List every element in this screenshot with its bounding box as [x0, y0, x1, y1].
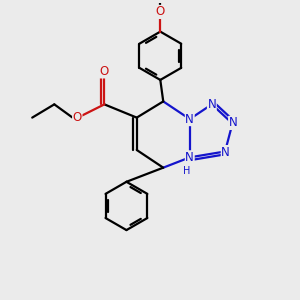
Text: O: O: [100, 65, 109, 78]
Text: N: N: [208, 98, 216, 111]
Text: N: N: [229, 116, 237, 129]
Text: N: N: [221, 146, 230, 159]
Text: N: N: [185, 151, 194, 164]
Text: O: O: [156, 5, 165, 18]
Text: O: O: [73, 111, 82, 124]
Text: N: N: [185, 112, 194, 126]
Text: H: H: [183, 167, 190, 176]
